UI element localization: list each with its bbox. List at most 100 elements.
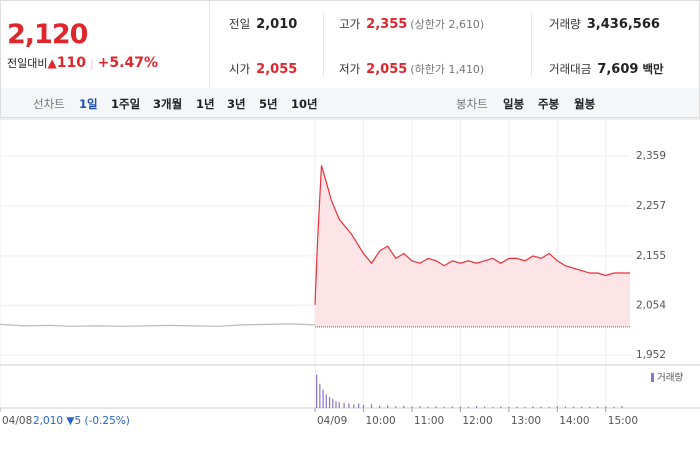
prev-summary: 2,010 ▼5 (-0.25%) bbox=[33, 415, 130, 427]
divider bbox=[323, 13, 324, 77]
volume-bar bbox=[524, 406, 526, 408]
tab-bar: 선차트 1일 1주일 3개월 1년 3년 5년 10년 봉차트 일봉 주봉 월봉 bbox=[0, 88, 700, 118]
volume-bar bbox=[597, 406, 599, 408]
volume-bar bbox=[443, 406, 445, 408]
volume-bar bbox=[325, 394, 327, 408]
x-tick-label: 10:00 bbox=[365, 415, 395, 427]
volume-bar bbox=[316, 374, 318, 408]
volume-bar bbox=[403, 405, 405, 408]
price-line bbox=[314, 165, 630, 305]
volume-bar bbox=[564, 406, 566, 408]
tab-group-label: 봉차트 bbox=[456, 97, 488, 111]
volume-bar bbox=[427, 406, 429, 408]
volume-bar bbox=[319, 383, 321, 408]
volume-bar bbox=[467, 406, 470, 408]
volume-bar bbox=[580, 406, 583, 408]
stat-value: 2,010 bbox=[256, 17, 298, 32]
stat: 시가 2,055 bbox=[229, 61, 297, 77]
x-tick-label: 11:00 bbox=[414, 415, 444, 427]
change-value: 110 bbox=[56, 55, 86, 71]
volume-bar bbox=[370, 404, 373, 408]
volume-bar bbox=[411, 406, 413, 408]
candle-tab[interactable]: 주봉 bbox=[538, 97, 560, 111]
volume-bar bbox=[516, 406, 518, 408]
volume-bar bbox=[358, 403, 360, 408]
price-line bbox=[0, 323, 316, 327]
candle-tab[interactable]: 일봉 bbox=[503, 97, 525, 111]
volume-bar bbox=[621, 406, 623, 408]
volume-bar bbox=[338, 401, 340, 408]
legend-label: 거래량 bbox=[657, 372, 683, 384]
volume-bar bbox=[605, 406, 607, 408]
stat: 고가 2,355 (상한가 2,610) bbox=[339, 16, 484, 32]
x-tick-label: 12:00 bbox=[462, 415, 492, 427]
y-tick-label: 1,952 bbox=[636, 349, 666, 361]
y-tick-label: 2,155 bbox=[636, 250, 666, 262]
volume-bar bbox=[343, 402, 345, 408]
volume-bar bbox=[589, 406, 591, 408]
x-tick-label: 04/09 bbox=[317, 415, 347, 427]
volume-bar bbox=[395, 406, 397, 408]
change: 전일대비▲110 | +5.47% bbox=[7, 55, 158, 71]
volume-bar bbox=[532, 406, 534, 408]
volume-bar bbox=[492, 406, 494, 408]
stat-label: 고가 bbox=[339, 17, 361, 31]
area bbox=[315, 165, 630, 327]
volume-bar bbox=[484, 406, 486, 408]
volume-bar bbox=[475, 406, 478, 408]
change-pct: +5.47% bbox=[97, 55, 158, 71]
x-tick-label: 15:00 bbox=[608, 415, 638, 427]
period-tab[interactable]: 3년 bbox=[227, 97, 246, 111]
volume-bar bbox=[379, 405, 381, 408]
volume-bar bbox=[500, 406, 502, 408]
volume-bar bbox=[387, 405, 389, 408]
volume-bar bbox=[572, 406, 575, 408]
volume-bar bbox=[419, 406, 421, 408]
volume-bar bbox=[451, 406, 453, 408]
legend-marker bbox=[651, 373, 654, 382]
stat-label: 전일 bbox=[229, 17, 251, 31]
stat-value: 2,055 bbox=[256, 62, 298, 77]
stat-unit: 백만 bbox=[642, 62, 664, 76]
stat-value: 3,436,566 bbox=[586, 17, 660, 32]
period-tab[interactable]: 3개월 bbox=[153, 97, 183, 111]
volume-bar bbox=[328, 397, 331, 408]
stat-value: 7,609 bbox=[597, 62, 639, 77]
change-label: 전일대비 bbox=[7, 57, 48, 70]
y-tick-label: 2,054 bbox=[636, 299, 666, 311]
stat-note: (하한가 1,410) bbox=[410, 63, 485, 76]
volume-bar bbox=[322, 389, 324, 408]
stat-label: 거래대금 bbox=[549, 62, 592, 76]
volume-bar bbox=[332, 398, 334, 408]
volume-bar bbox=[348, 403, 350, 408]
stat: 저가 2,055 (하한가 1,410) bbox=[339, 61, 484, 77]
x-tick-label: 04/08 bbox=[2, 415, 32, 427]
volume-bar bbox=[353, 404, 355, 408]
stat: 거래량 3,436,566 bbox=[549, 16, 660, 32]
y-tick-label: 2,359 bbox=[636, 150, 666, 162]
period-tab[interactable]: 10년 bbox=[291, 97, 318, 111]
volume-bar bbox=[362, 404, 365, 408]
x-tick-label: 13:00 bbox=[511, 415, 541, 427]
x-tick-label: 14:00 bbox=[559, 415, 589, 427]
divider bbox=[209, 1, 210, 88]
separator: | bbox=[89, 57, 94, 70]
period-tab[interactable]: 1일 bbox=[79, 97, 98, 111]
stat: 거래대금 7,609 백만 bbox=[549, 61, 664, 77]
volume-bar bbox=[335, 401, 337, 408]
price: 2,120 bbox=[7, 19, 88, 50]
volume-bar bbox=[548, 406, 550, 408]
stat-value: 2,055 bbox=[366, 62, 408, 77]
tab-group-label: 선차트 bbox=[33, 97, 65, 111]
stat-note: (상한가 2,610) bbox=[410, 18, 485, 31]
stat-value: 2,355 bbox=[366, 17, 408, 32]
period-tab[interactable]: 1주일 bbox=[111, 97, 141, 111]
candle-tab[interactable]: 월봉 bbox=[574, 97, 596, 111]
period-tab[interactable]: 5년 bbox=[259, 97, 278, 111]
stat: 전일 2,010 bbox=[229, 16, 297, 32]
period-tab[interactable]: 1년 bbox=[196, 97, 215, 111]
volume-bar bbox=[556, 406, 558, 408]
y-tick-label: 2,257 bbox=[636, 200, 666, 212]
